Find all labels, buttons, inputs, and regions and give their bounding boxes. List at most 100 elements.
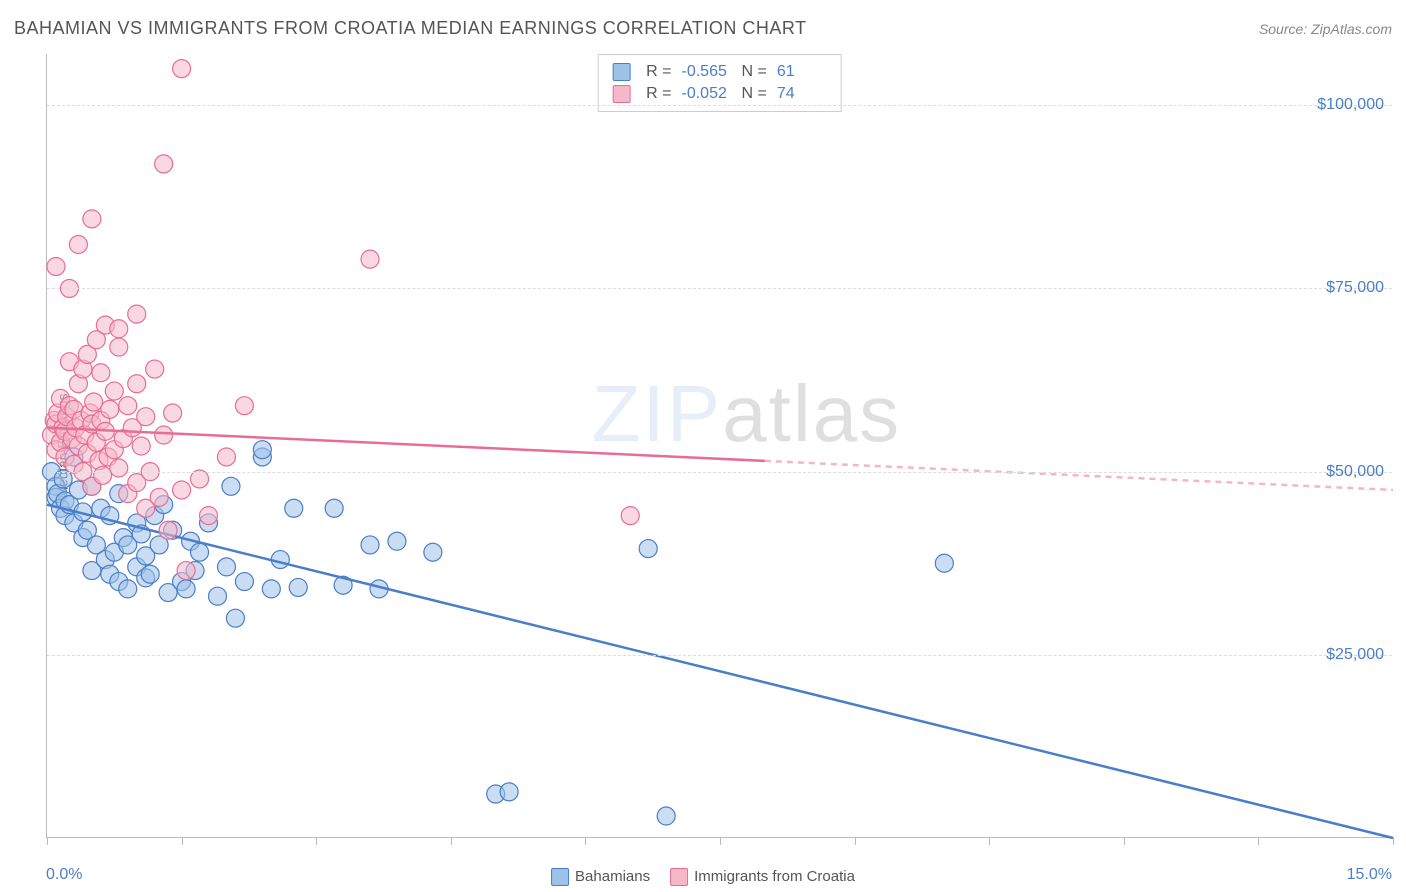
scatter-point [285, 499, 303, 517]
x-axis-min: 0.0% [46, 866, 82, 884]
scatter-point [621, 507, 639, 525]
n-value: 61 [777, 63, 827, 81]
scatter-point [217, 558, 235, 576]
scatter-point [119, 580, 137, 598]
scatter-point [200, 507, 218, 525]
scatter-point [105, 382, 123, 400]
y-tick-label: $25,000 [1326, 646, 1384, 664]
gridline [47, 472, 1392, 473]
legend-swatch [612, 63, 630, 81]
scatter-point [155, 426, 173, 444]
chart-header: BAHAMIAN VS IMMIGRANTS FROM CROATIA MEDI… [14, 18, 1392, 39]
trend-line-dashed [765, 461, 1393, 490]
scatter-point [128, 375, 146, 393]
scatter-point [217, 448, 235, 466]
y-tick-label: $75,000 [1326, 279, 1384, 297]
scatter-point [159, 521, 177, 539]
scatter-point [639, 540, 657, 558]
n-label: N = [742, 85, 767, 103]
legend-item: Bahamians [551, 868, 650, 886]
x-tick [1393, 837, 1394, 845]
trend-line [47, 428, 765, 461]
stats-row: R = -0.052 N = 74 [612, 83, 827, 105]
scatter-svg [47, 54, 1392, 837]
scatter-point [361, 250, 379, 268]
y-tick-label: $50,000 [1326, 463, 1384, 481]
x-tick [47, 837, 48, 845]
scatter-point [101, 400, 119, 418]
scatter-point [83, 210, 101, 228]
scatter-point [253, 441, 271, 459]
x-tick [1124, 837, 1125, 845]
scatter-point [141, 565, 159, 583]
scatter-point [208, 587, 226, 605]
scatter-point [935, 554, 953, 572]
x-tick [182, 837, 183, 845]
n-value: 74 [777, 85, 827, 103]
gridline [47, 288, 1392, 289]
scatter-point [150, 488, 168, 506]
scatter-point [119, 397, 137, 415]
chart-title: BAHAMIAN VS IMMIGRANTS FROM CROATIA MEDI… [14, 18, 807, 39]
scatter-point [235, 397, 253, 415]
x-tick [989, 837, 990, 845]
scatter-point [262, 580, 280, 598]
legend-swatch [670, 868, 688, 886]
scatter-point [164, 404, 182, 422]
x-tick [451, 837, 452, 845]
scatter-point [173, 481, 191, 499]
legend-swatch [612, 85, 630, 103]
n-label: N = [742, 63, 767, 81]
plot-area: R = -0.565 N = 61 R = -0.052 N = 74 ZIPa… [46, 54, 1392, 838]
scatter-point [289, 578, 307, 596]
scatter-point [177, 562, 195, 580]
scatter-point [110, 320, 128, 338]
scatter-point [177, 580, 195, 598]
scatter-point [146, 360, 164, 378]
scatter-point [325, 499, 343, 517]
scatter-point [657, 807, 675, 825]
r-label: R = [646, 63, 671, 81]
scatter-point [85, 393, 103, 411]
r-value: -0.565 [682, 63, 732, 81]
r-value: -0.052 [682, 85, 732, 103]
scatter-point [110, 459, 128, 477]
scatter-point [94, 466, 112, 484]
scatter-point [424, 543, 442, 561]
x-tick [1258, 837, 1259, 845]
scatter-point [69, 236, 87, 254]
scatter-point [132, 437, 150, 455]
scatter-point [137, 408, 155, 426]
legend-label: Bahamians [575, 868, 650, 885]
scatter-point [222, 477, 240, 495]
x-tick [855, 837, 856, 845]
scatter-point [128, 305, 146, 323]
x-tick [585, 837, 586, 845]
scatter-point [155, 155, 173, 173]
x-tick [720, 837, 721, 845]
trend-line [47, 505, 1393, 838]
scatter-point [47, 257, 65, 275]
scatter-point [191, 543, 209, 561]
gridline [47, 105, 1392, 106]
x-tick [316, 837, 317, 845]
series-legend: Bahamians Immigrants from Croatia [551, 868, 855, 886]
scatter-point [388, 532, 406, 550]
legend-label: Immigrants from Croatia [694, 868, 855, 885]
legend-item: Immigrants from Croatia [670, 868, 855, 886]
source-credit: Source: ZipAtlas.com [1259, 21, 1392, 37]
r-label: R = [646, 85, 671, 103]
y-tick-label: $100,000 [1317, 96, 1384, 114]
scatter-point [191, 470, 209, 488]
x-axis-max: 15.0% [1347, 866, 1392, 884]
scatter-point [173, 60, 191, 78]
scatter-point [226, 609, 244, 627]
stats-row: R = -0.565 N = 61 [612, 61, 827, 83]
scatter-point [361, 536, 379, 554]
gridline [47, 655, 1392, 656]
scatter-point [92, 364, 110, 382]
legend-swatch [551, 868, 569, 886]
scatter-point [110, 338, 128, 356]
scatter-point [500, 783, 518, 801]
scatter-point [235, 573, 253, 591]
